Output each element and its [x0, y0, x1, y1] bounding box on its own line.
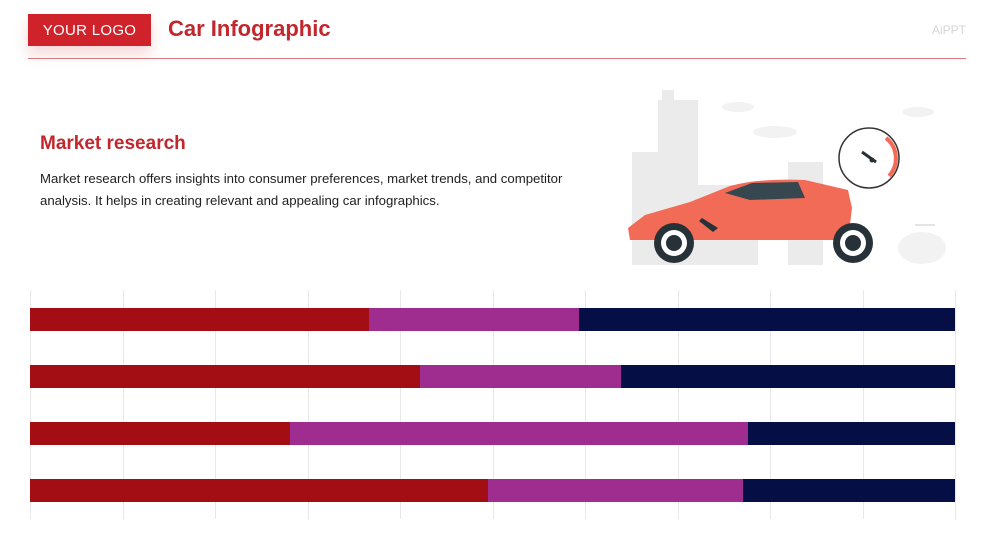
logo: YOUR LOGO	[28, 14, 151, 46]
header-divider	[28, 58, 966, 59]
section-title: Market research	[40, 133, 186, 154]
gridline	[215, 290, 216, 519]
gridline	[585, 290, 586, 519]
gridline	[862, 290, 864, 519]
bar-segment	[30, 422, 290, 445]
bar-segment	[30, 479, 488, 502]
sports-car-icon	[628, 179, 935, 263]
bar-segment	[420, 365, 622, 388]
bar-segment	[368, 308, 579, 331]
bar-row	[30, 479, 955, 502]
stacked-bar-chart	[30, 290, 956, 519]
brand-label: AiPPT	[931, 23, 966, 37]
bar-segment	[747, 422, 955, 445]
bar-row	[30, 365, 955, 388]
bar-segment	[578, 308, 955, 331]
gridline	[955, 290, 956, 519]
gridline	[492, 290, 494, 519]
car-illustration	[628, 90, 946, 265]
speedometer-icon	[838, 127, 900, 189]
bar-segment	[487, 479, 744, 502]
bar-segment	[743, 479, 955, 502]
gridline	[30, 290, 31, 519]
page-title: Car Infographic	[168, 16, 331, 41]
gridline	[400, 290, 401, 519]
gridline	[770, 290, 771, 519]
section-body: Market research offers insights into con…	[40, 171, 563, 208]
bar-row	[30, 308, 955, 331]
gridline	[307, 290, 309, 519]
bar-segment	[621, 365, 955, 388]
gridline	[122, 290, 124, 519]
bar-row	[30, 422, 955, 445]
bar-segment	[30, 308, 369, 331]
gridline	[677, 290, 679, 519]
bar-segment	[289, 422, 748, 445]
bar-segment	[30, 365, 421, 388]
